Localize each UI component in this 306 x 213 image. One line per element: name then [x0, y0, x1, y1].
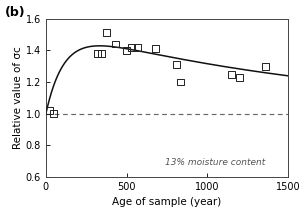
Point: [104, 31, 109, 35]
Text: (b): (b): [5, 6, 25, 19]
Point: [47, 109, 52, 112]
Point: [178, 80, 183, 84]
Point: [113, 42, 118, 46]
X-axis label: Age of sample (year): Age of sample (year): [112, 197, 222, 207]
Point: [174, 63, 179, 66]
Point: [229, 72, 234, 76]
Point: [129, 46, 134, 49]
Point: [51, 112, 56, 115]
Point: [263, 65, 268, 68]
Point: [124, 49, 129, 52]
Point: [135, 46, 140, 49]
Point: [153, 47, 158, 50]
Text: 13% moisture content: 13% moisture content: [165, 158, 266, 167]
Point: [95, 52, 100, 55]
Point: [99, 52, 104, 55]
Point: [237, 76, 242, 79]
Y-axis label: Relative value of σc: Relative value of σc: [13, 46, 23, 149]
